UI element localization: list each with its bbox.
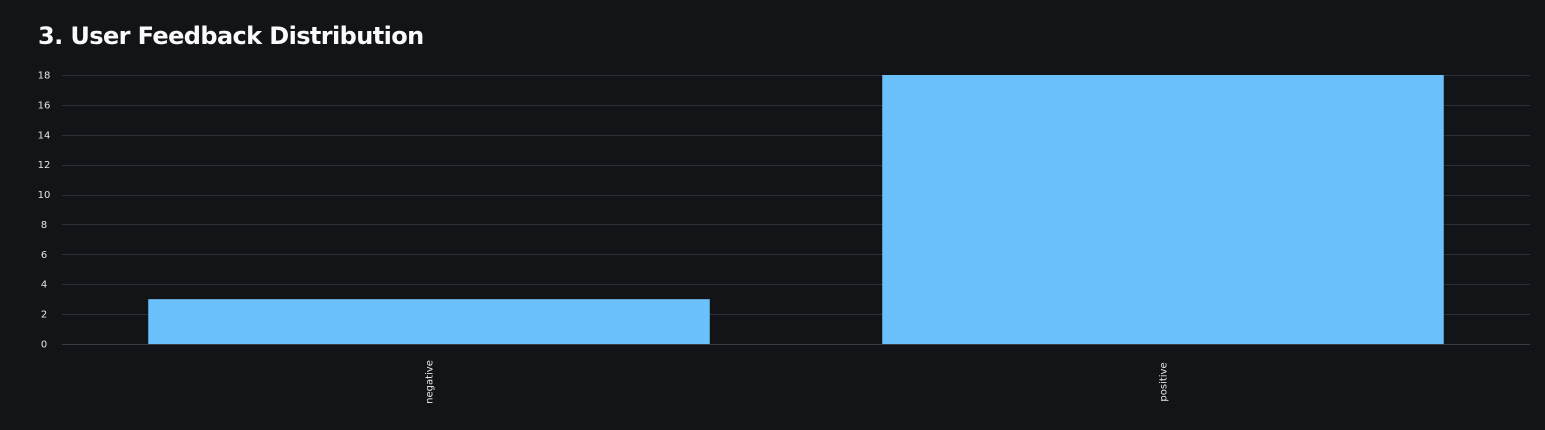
x-tick-label: positive [1159,362,1170,401]
y-tick-label: 2 [41,310,47,321]
y-tick-label: 14 [38,130,51,141]
y-tick-label: 12 [38,160,51,171]
y-tick-label: 4 [41,280,47,291]
bar-negative [148,299,710,344]
y-tick-label: 8 [41,220,47,231]
y-tick-label: 10 [38,190,51,201]
bars [148,75,1444,344]
y-tick-label: 6 [41,250,47,261]
x-axis-ticks: negative positive [425,360,1170,404]
bar-positive [882,75,1444,344]
y-tick-label: 18 [38,71,51,82]
y-axis-ticks: 0 2 4 6 8 10 12 14 16 18 [38,71,51,351]
y-tick-label: 0 [41,340,47,351]
page-title: 3. User Feedback Distribution [38,22,424,50]
y-tick-label: 16 [38,100,51,111]
x-tick-label: negative [425,360,436,404]
